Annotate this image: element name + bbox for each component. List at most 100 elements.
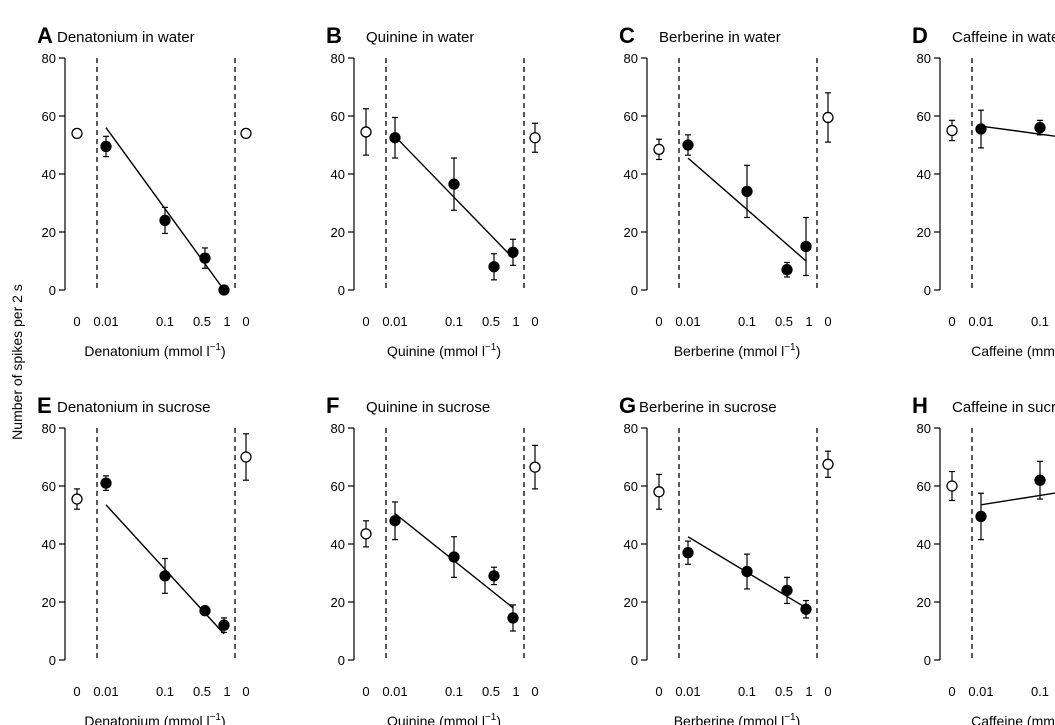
x-tick-label: 1 (805, 314, 812, 329)
y-tick-label: 20 (917, 595, 931, 610)
x-axis-label-main: Denatonium (mmol l (84, 343, 209, 359)
x-axis-label-main: Caffeine (mmol l (971, 713, 1055, 725)
data-point (507, 612, 519, 624)
y-tick-label: 40 (331, 537, 345, 552)
y-tick-label: 80 (42, 421, 56, 436)
x-axis-label: Caffeine (mmol l−1) (971, 712, 1055, 725)
x-axis-label-main: Denatonium (mmol l (84, 713, 209, 725)
y-tick-label: 40 (42, 167, 56, 182)
data-point (389, 132, 401, 144)
x-axis-label-exponent: −1 (485, 342, 497, 353)
x-axis-label-close: ) (221, 343, 226, 359)
x-tick-label: 0 (73, 314, 80, 329)
x-axis-label-close: ) (796, 713, 801, 725)
y-tick-label: 80 (624, 421, 638, 436)
panel-letter: E (37, 393, 52, 418)
x-axis-label-exponent: −1 (784, 342, 796, 353)
x-axis-label-exponent: −1 (210, 342, 222, 353)
x-axis-label: Quinine (mmol l−1) (387, 342, 501, 359)
panel-letter: H (912, 393, 928, 418)
y-tick-label: 60 (624, 479, 638, 494)
panel-c: C Berberine in water 0 20 40 60 80 0 0.01 0.1 0.5 1… (619, 23, 834, 359)
x-tick-label: 0.1 (1031, 314, 1049, 329)
x-axis-label-main: Caffeine (mmol l (971, 343, 1055, 359)
data-point (781, 264, 793, 276)
panel-title: Denatonium in sucrose (57, 399, 210, 416)
x-axis-label-main: Berberine (mmol l (674, 343, 784, 359)
control-point-after (822, 458, 834, 470)
data-point (488, 261, 500, 273)
fit-line (980, 492, 1055, 506)
data-point (218, 619, 230, 631)
control-point-before (653, 486, 665, 498)
data-point (100, 477, 112, 489)
panel-f: F Quinine in sucrose 0 20 40 60 80 0 0.01 0.1 0.5 1… (326, 393, 541, 725)
y-tick-label: 20 (331, 225, 345, 240)
control-point-before (946, 480, 958, 492)
y-tick-label: 60 (42, 109, 56, 124)
x-tick-label: 0 (655, 314, 662, 329)
panel-g: G Berberine in sucrose 0 20 40 60 80 0 0.01 0.1 0.… (619, 393, 834, 725)
x-axis-label-close: ) (221, 713, 226, 725)
x-tick-label: 0.5 (775, 684, 793, 699)
x-axis-label: Quinine (mmol l−1) (387, 712, 501, 725)
x-tick-label: 0.01 (93, 314, 118, 329)
x-axis-label-close: ) (796, 343, 801, 359)
x-axis-label: Denatonium (mmol l−1) (84, 342, 225, 359)
y-tick-label: 0 (338, 283, 345, 298)
y-tick-label: 40 (917, 537, 931, 552)
data-point (448, 551, 460, 563)
panel-title: Quinine in sucrose (366, 399, 490, 416)
x-tick-label: 0.5 (482, 684, 500, 699)
data-point (100, 140, 112, 153)
x-tick-label: 0.1 (445, 314, 463, 329)
x-axis-label: Berberine (mmol l−1) (674, 712, 801, 725)
x-tick-label: 0.1 (738, 684, 756, 699)
x-tick-label: 0 (242, 314, 249, 329)
data-point (682, 547, 694, 559)
x-tick-label: 0.5 (193, 684, 211, 699)
y-tick-label: 60 (624, 109, 638, 124)
control-point-before (360, 126, 372, 138)
y-tick-label: 0 (49, 653, 56, 668)
y-tick-label: 60 (331, 109, 345, 124)
x-tick-label: 1 (223, 314, 230, 329)
x-tick-label: 0.1 (738, 314, 756, 329)
y-tick-label: 80 (917, 51, 931, 66)
data-point (389, 515, 401, 527)
control-point-before (946, 124, 958, 137)
y-axis-label: Number of spikes per 2 s (9, 284, 25, 440)
data-point (800, 603, 812, 615)
panel-title: Berberine in sucrose (639, 399, 777, 416)
panel-e: E Denatonium in sucrose 0 20 40 60 80 0 0.01 0.1 0… (37, 393, 252, 725)
control-point-after (529, 461, 541, 473)
data-point (800, 240, 812, 253)
y-tick-label: 20 (42, 225, 56, 240)
x-tick-label: 0 (531, 684, 538, 699)
data-point (488, 570, 500, 582)
x-tick-label: 1 (512, 684, 519, 699)
y-tick-label: 0 (338, 653, 345, 668)
x-tick-label: 0 (824, 684, 831, 699)
y-tick-label: 40 (42, 537, 56, 552)
x-axis-label-main: Quinine (mmol l (387, 343, 485, 359)
y-tick-label: 60 (331, 479, 345, 494)
panel-letter: D (912, 23, 928, 48)
data-point (159, 214, 171, 227)
x-axis-label: Berberine (mmol l−1) (674, 342, 801, 359)
data-point (781, 584, 793, 597)
x-tick-label: 0.5 (775, 314, 793, 329)
panel-a: A Denatonium in water 0 20 40 60 80 0 0.01 0.1 0.5… (37, 23, 252, 359)
x-tick-label: 0.1 (156, 684, 174, 699)
control-point-before (653, 143, 665, 156)
x-axis-label: Denatonium (mmol l−1) (84, 712, 225, 725)
x-tick-label: 0.01 (968, 684, 993, 699)
data-point (1034, 474, 1046, 486)
panel-letter: C (619, 23, 635, 48)
data-point (448, 178, 460, 190)
x-tick-label: 0 (948, 314, 955, 329)
y-tick-label: 80 (331, 51, 345, 66)
y-tick-label: 60 (917, 479, 931, 494)
